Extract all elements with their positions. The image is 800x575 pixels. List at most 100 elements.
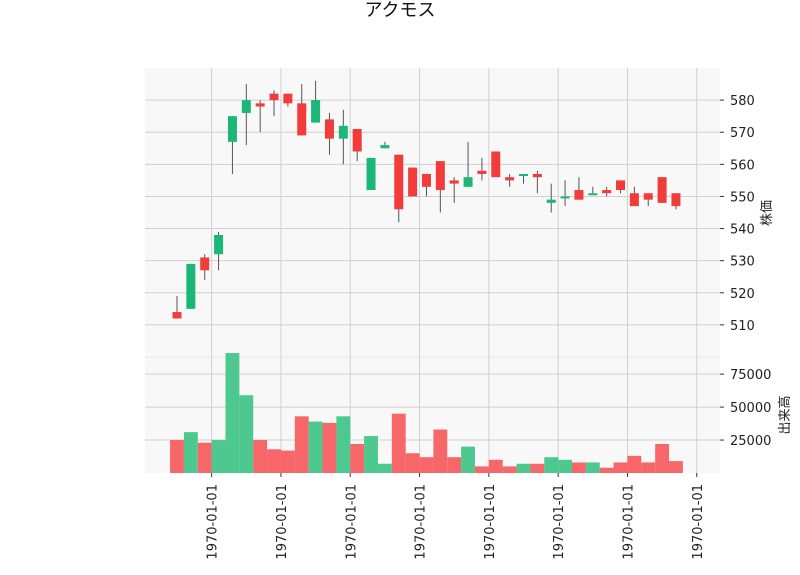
price-tick-label: 550 [730,190,755,205]
volume-bar [322,422,337,473]
candle-body [366,157,376,191]
price-tick-label: 570 [730,126,755,141]
volume-bar [211,440,226,473]
x-tick-label: 1970-01-01 [206,484,221,560]
volume-bar [253,440,268,473]
volume-bar [530,463,545,473]
volume-bar [336,416,351,473]
volume-bar [641,462,656,473]
volume-bar [669,461,683,473]
volume-bars [170,353,683,473]
candle-body [200,257,210,271]
candle-body [616,180,626,191]
price-axis-label: 株価 [760,200,775,226]
candle-body [227,116,237,142]
volume-bar [405,453,420,473]
volume-bar [447,457,462,473]
volume-axis-label: 出来高 [777,395,793,434]
volume-bar [627,455,642,473]
volume-bar [170,440,184,473]
candle-body [532,173,542,178]
volume-bar [280,450,295,473]
candle-body [408,167,418,197]
candle-body [491,151,501,178]
candle-body [380,145,390,149]
x-tick-label: 1970-01-01 [483,484,498,560]
volume-bar [544,457,559,473]
price-tick-label: 560 [730,158,755,173]
volume-bar [419,457,434,473]
candle-body [421,173,431,187]
x-tick-label: 1970-01-01 [414,484,429,560]
volume-bar [488,459,503,473]
x-tick-label: 1970-01-01 [344,484,359,560]
volume-bar [613,462,628,473]
price-tick-label: 530 [730,255,755,270]
volume-axis-ticks: 25000 50000 75000 [720,368,771,449]
volume-bar [391,413,406,473]
candle-body [324,119,334,139]
volume-bar [655,444,670,473]
candle-body [214,234,224,255]
x-tick-label: 1970-01-01 [275,484,290,560]
volume-bar [433,429,448,473]
volume-bar [183,432,198,473]
candle-body [643,193,653,200]
candle-body [283,93,293,104]
price-tick-label: 510 [730,319,755,334]
candle-body [602,190,612,194]
candle-body [297,103,307,136]
volume-bar [377,463,392,473]
candle-body [269,93,279,101]
candle-body [338,125,348,139]
volume-bar [197,442,212,473]
candle-body [546,199,556,203]
candle-body [574,190,584,200]
volume-bar [474,466,489,473]
volume-bar [585,462,600,473]
candle-body [449,180,459,184]
candle-body [241,100,251,113]
x-tick-label: 1970-01-01 [691,484,706,560]
price-tick-label: 520 [730,287,755,302]
candle-body [588,193,598,196]
price-candles [172,80,681,319]
volume-bar [516,463,531,473]
candle-body [255,103,265,107]
candle-body [519,173,528,176]
volume-bar [350,444,365,473]
volume-bar [461,446,475,473]
volume-bar [308,421,323,473]
candle-body [311,100,321,123]
candle-body [186,263,196,309]
volume-bar [599,467,614,473]
candle-body [657,177,667,203]
price-tick-label: 540 [730,223,755,238]
volume-bar [267,449,281,473]
volume-tick-label: 25000 [730,434,771,449]
candle-body [629,193,639,207]
volume-bar [558,459,573,473]
candle-body [671,193,681,207]
candle-body [394,154,404,210]
candle-body [505,177,515,181]
volume-tick-label: 75000 [730,368,771,383]
volume-bar [239,395,254,473]
candle-body [463,177,473,187]
volume-bar [572,462,586,473]
candle-body [172,312,182,319]
x-tick-label: 1970-01-01 [552,484,567,560]
chart-title: アクモス [364,0,435,21]
candle-body [560,196,570,199]
x-tick-label: 1970-01-01 [621,484,636,560]
price-axis-ticks: 510 520 530 540 550 560 570 580 [720,94,755,334]
candle-body [352,129,362,152]
candle-body [477,170,487,174]
candle-body [435,161,445,191]
volume-bar [294,416,309,473]
volume-tick-label: 50000 [730,401,771,416]
volume-bar [502,466,517,473]
x-axis-ticks: 1970-01-01 1970-01-01 1970-01-01 1970-01-01… [206,473,706,560]
price-panel-background [145,68,720,357]
